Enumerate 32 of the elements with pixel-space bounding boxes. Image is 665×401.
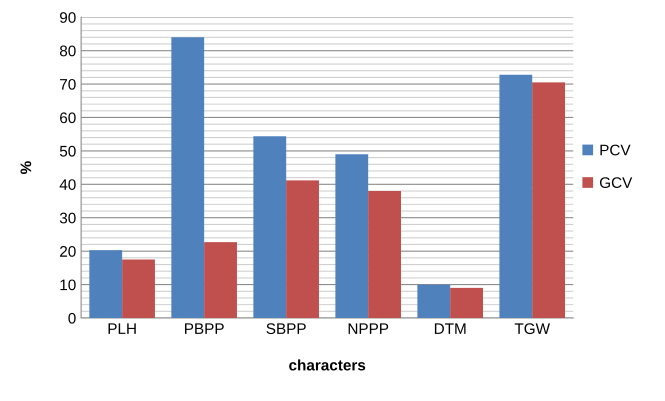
y-tick-label: 0 [68, 312, 76, 324]
bar [89, 250, 122, 318]
y-tick-label: 70 [60, 78, 76, 90]
y-tick-label: 50 [60, 146, 76, 157]
bar [368, 191, 401, 318]
x-tick-label: TGW [514, 323, 550, 334]
bar [335, 154, 368, 318]
legend-label: PCV [600, 144, 631, 156]
y-tick-label: 90 [60, 12, 76, 23]
x-tick-label: PLH [108, 323, 136, 334]
bar [286, 180, 319, 318]
legend-label: GCV [600, 177, 632, 188]
x-tick-label: NPPP [348, 323, 388, 334]
bar [204, 242, 237, 318]
y-tick-label: 20 [60, 246, 76, 257]
bar [499, 74, 532, 318]
y-tick-label: 80 [60, 46, 76, 56]
x-tick-label: DTM [434, 323, 466, 334]
y-tick-label: 40 [60, 179, 76, 190]
bar [450, 288, 484, 318]
bar [122, 260, 155, 318]
y-tick-label: 10 [60, 279, 76, 290]
y-tick-label: 60 [60, 112, 76, 124]
bar [532, 82, 566, 318]
bar [253, 136, 286, 318]
bar [171, 37, 204, 318]
bar [417, 284, 450, 318]
x-axis-title: characters [289, 359, 366, 371]
x-tick-label: SBPP [266, 323, 306, 334]
y-axis-title: % [20, 161, 32, 174]
x-tick-label: PBPP [185, 323, 224, 334]
y-tick-label: 30 [60, 212, 76, 224]
